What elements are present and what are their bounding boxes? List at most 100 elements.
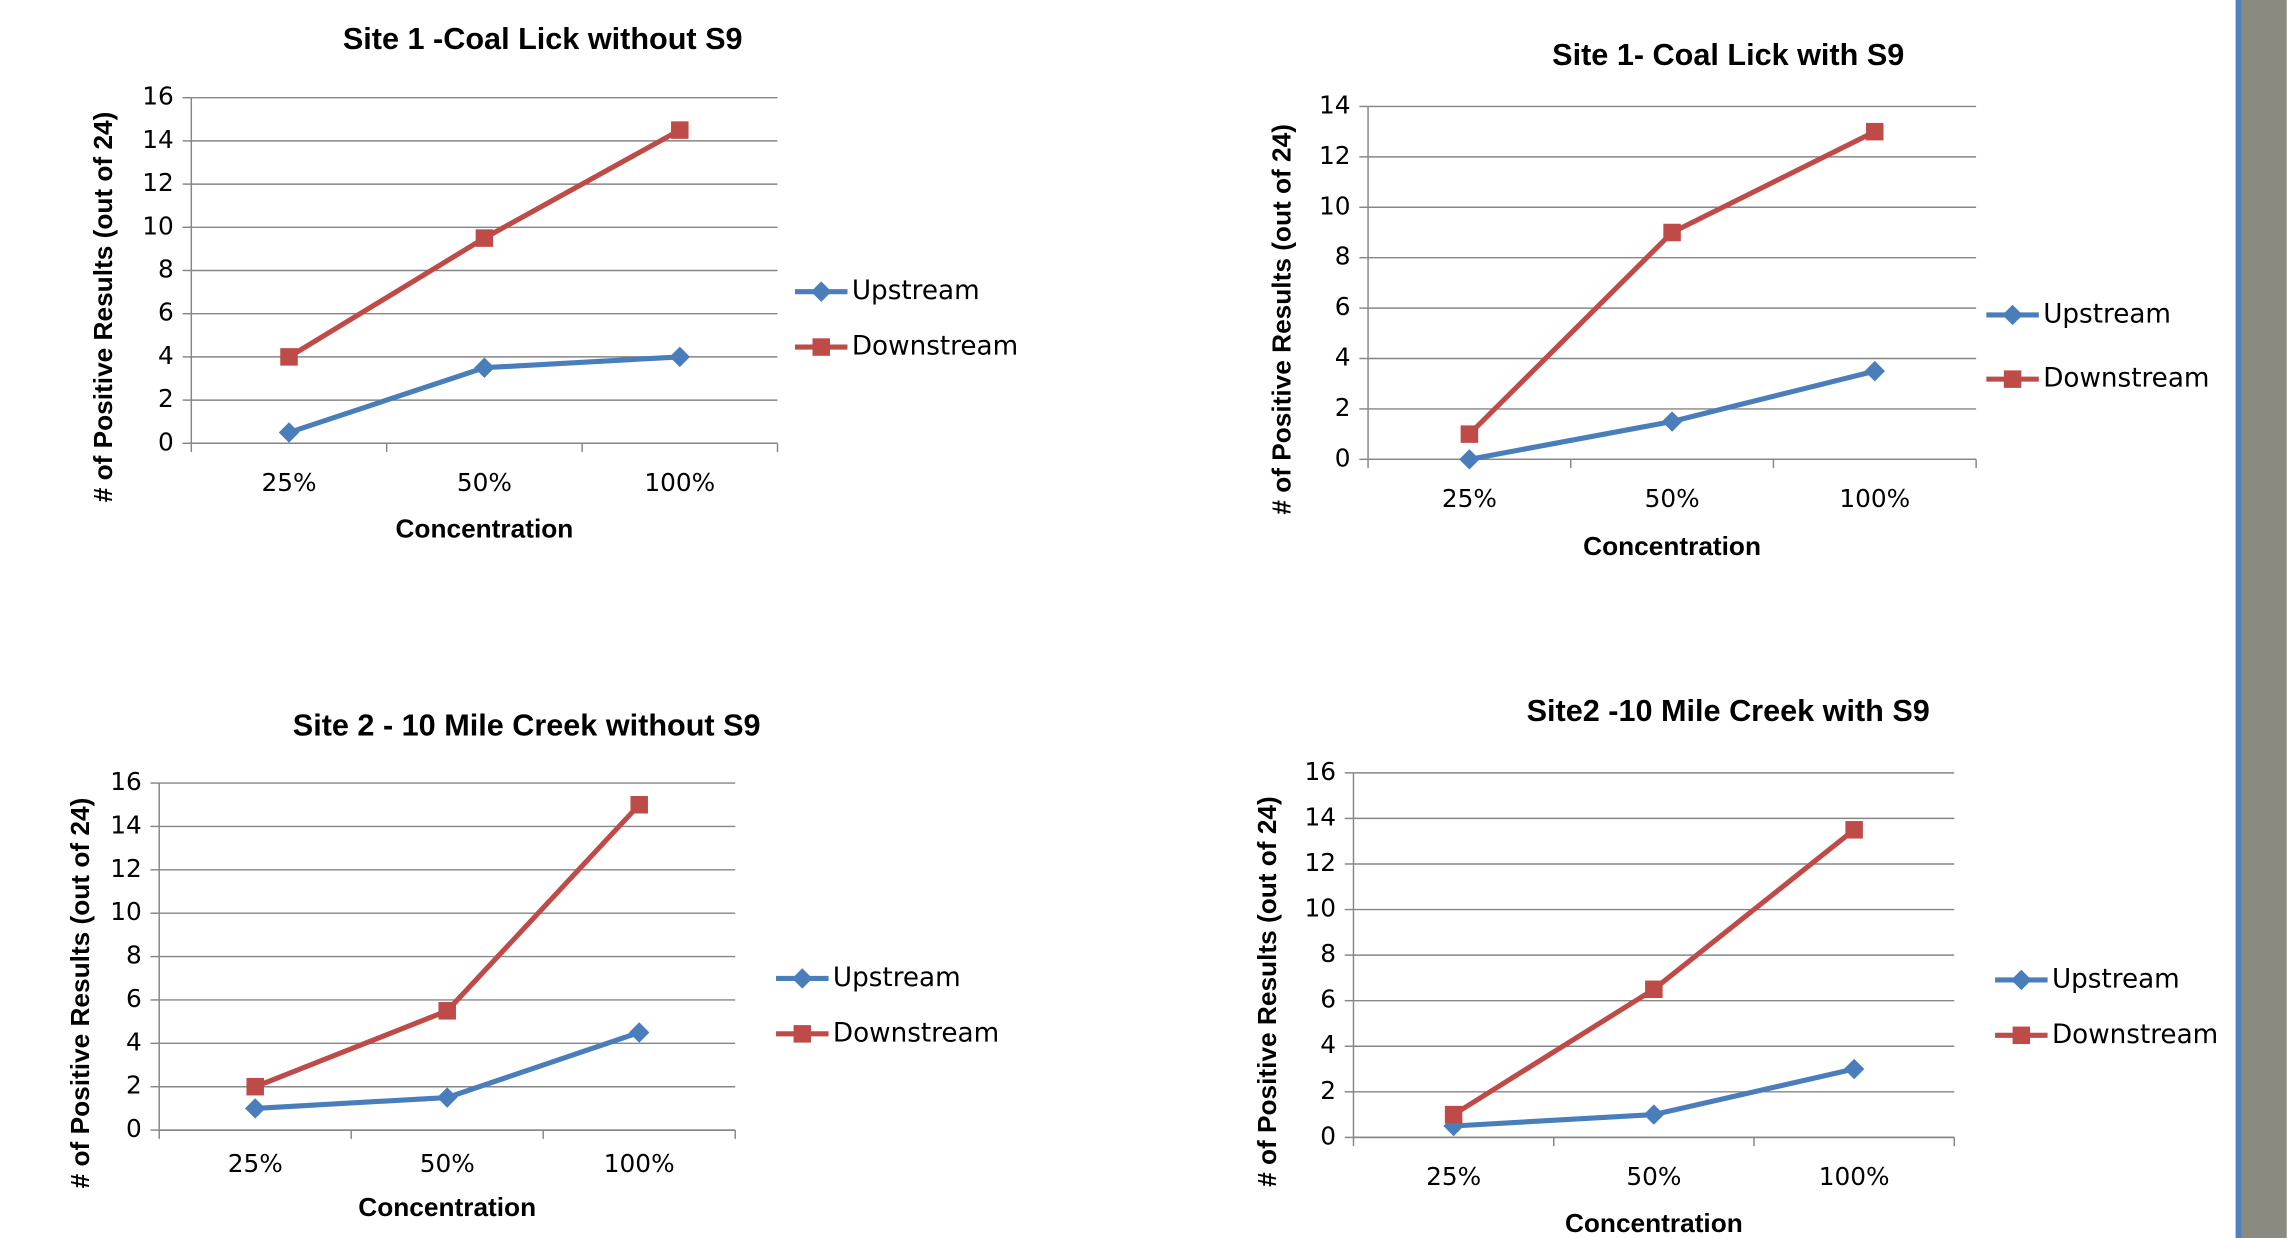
x-tick-label: 50% bbox=[1626, 1162, 1681, 1191]
y-tick-label: 14 bbox=[1319, 90, 1351, 119]
y-tick-label: 4 bbox=[1335, 343, 1351, 372]
data-point bbox=[437, 1087, 457, 1107]
y-tick-label: 12 bbox=[1319, 141, 1351, 170]
y-tick-label: 10 bbox=[1304, 894, 1336, 923]
data-point bbox=[1459, 449, 1479, 469]
chart-title: Site2 -10 Mile Creek with S9 bbox=[1527, 694, 1930, 728]
x-tick-label: 50% bbox=[1645, 484, 1700, 513]
y-tick-label: 6 bbox=[158, 298, 174, 327]
data-point bbox=[630, 796, 647, 813]
y-tick-label: 6 bbox=[1335, 292, 1351, 321]
x-tick-label: 25% bbox=[228, 1149, 283, 1178]
y-tick-label: 4 bbox=[158, 341, 174, 370]
y-tick-label: 14 bbox=[1304, 802, 1336, 831]
legend-label: Upstream bbox=[833, 963, 961, 993]
data-point bbox=[279, 422, 299, 442]
y-tick-label: 12 bbox=[142, 168, 174, 197]
y-tick-label: 14 bbox=[110, 810, 142, 839]
legend-marker bbox=[2002, 305, 2022, 325]
series-line bbox=[255, 805, 639, 1087]
x-tick-label: 100% bbox=[644, 468, 715, 497]
data-point bbox=[629, 1022, 649, 1042]
data-point bbox=[1445, 1106, 1462, 1123]
y-tick-label: 16 bbox=[1304, 757, 1336, 786]
y-axis-title: # of Positive Results (out of 24) bbox=[1266, 124, 1296, 515]
x-tick-label: 25% bbox=[1442, 484, 1497, 513]
legend-marker bbox=[2013, 1027, 2030, 1044]
y-tick-label: 12 bbox=[1304, 848, 1336, 877]
y-axis-title: # of Positive Results (out of 24) bbox=[88, 112, 118, 503]
legend-marker bbox=[2004, 370, 2021, 387]
y-tick-label: 2 bbox=[1320, 1076, 1336, 1105]
x-tick-label: 100% bbox=[604, 1149, 675, 1178]
y-tick-label: 2 bbox=[126, 1071, 142, 1100]
y-tick-label: 10 bbox=[142, 211, 174, 240]
data-point bbox=[1845, 821, 1862, 838]
data-point bbox=[1866, 123, 1883, 140]
legend-marker bbox=[811, 281, 831, 301]
chart-title: Site 2 - 10 Mile Creek without S9 bbox=[293, 709, 761, 743]
y-tick-label: 10 bbox=[110, 897, 142, 926]
y-axis-title: # of Positive Results (out of 24) bbox=[1252, 796, 1282, 1187]
data-point bbox=[1662, 411, 1682, 431]
x-tick-label: 25% bbox=[1426, 1162, 1481, 1191]
data-point bbox=[474, 357, 494, 377]
legend-label: Downstream bbox=[2043, 364, 2209, 394]
y-tick-label: 0 bbox=[1335, 443, 1351, 472]
legend-label: Downstream bbox=[833, 1018, 999, 1048]
y-tick-label: 8 bbox=[158, 254, 174, 283]
y-tick-label: 8 bbox=[126, 941, 142, 970]
data-point bbox=[1663, 224, 1680, 241]
data-point bbox=[670, 347, 690, 367]
data-point bbox=[438, 1002, 455, 1019]
series-line bbox=[1454, 830, 1855, 1115]
y-tick-label: 2 bbox=[1335, 393, 1351, 422]
data-point bbox=[1644, 1104, 1664, 1124]
chart-panel: Site 1 -Coal Lick without S9 0 2 4 6 8 10 12 14 1… bbox=[0, 0, 2287, 1238]
x-tick-label: 25% bbox=[261, 468, 316, 497]
data-point bbox=[280, 348, 297, 365]
y-tick-label: 16 bbox=[142, 82, 174, 111]
photo-border bbox=[2236, 0, 2242, 1238]
page: {"chart_data": [ {"type": "line", "title… bbox=[0, 0, 2287, 1238]
chart-title: Site 1- Coal Lick with S9 bbox=[1552, 38, 1904, 72]
y-tick-label: 14 bbox=[142, 125, 174, 154]
data-point bbox=[246, 1078, 263, 1095]
y-tick-label: 4 bbox=[1320, 1030, 1336, 1059]
y-tick-label: 6 bbox=[126, 984, 142, 1013]
legend-marker bbox=[794, 1025, 811, 1042]
y-tick-label: 8 bbox=[1335, 242, 1351, 271]
y-tick-label: 0 bbox=[126, 1114, 142, 1143]
y-tick-label: 0 bbox=[1320, 1121, 1336, 1150]
data-point bbox=[245, 1098, 265, 1118]
data-point bbox=[1865, 361, 1885, 381]
chart-title: Site 1 -Coal Lick without S9 bbox=[343, 22, 743, 56]
y-tick-label: 12 bbox=[110, 854, 142, 883]
x-axis-title: Concentration bbox=[1565, 1208, 1743, 1238]
x-tick-label: 100% bbox=[1839, 484, 1910, 513]
data-point bbox=[1844, 1059, 1864, 1079]
legend-label: Upstream bbox=[852, 276, 980, 306]
y-tick-label: 0 bbox=[158, 427, 174, 456]
data-point bbox=[476, 229, 493, 246]
legend-label: Downstream bbox=[852, 332, 1018, 362]
x-axis-title: Concentration bbox=[395, 514, 573, 544]
y-axis-title: # of Positive Results (out of 24) bbox=[65, 798, 95, 1189]
y-tick-label: 8 bbox=[1320, 939, 1336, 968]
legend-marker bbox=[812, 338, 829, 355]
y-tick-label: 6 bbox=[1320, 985, 1336, 1014]
legend-label: Upstream bbox=[2043, 299, 2171, 329]
x-tick-label: 100% bbox=[1819, 1162, 1890, 1191]
data-point bbox=[1461, 425, 1478, 442]
data-point bbox=[1645, 981, 1662, 998]
x-tick-label: 50% bbox=[420, 1149, 475, 1178]
y-tick-label: 2 bbox=[158, 384, 174, 413]
photo-strip bbox=[2236, 0, 2287, 1238]
x-tick-label: 50% bbox=[457, 468, 512, 497]
legend-marker bbox=[2011, 970, 2031, 990]
x-axis-title: Concentration bbox=[358, 1192, 536, 1222]
legend-marker bbox=[792, 968, 812, 988]
data-point bbox=[671, 121, 688, 138]
legend-label: Upstream bbox=[2052, 964, 2180, 994]
x-axis-title: Concentration bbox=[1583, 531, 1761, 561]
